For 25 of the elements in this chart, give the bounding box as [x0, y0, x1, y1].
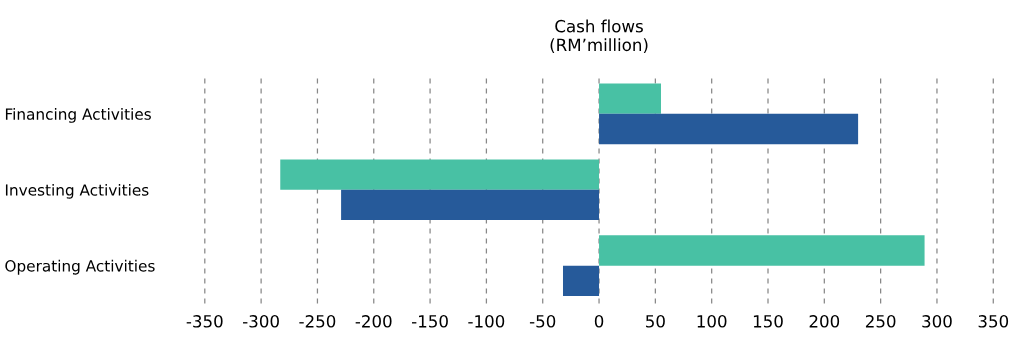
bar: [563, 265, 600, 297]
x-tick-label: -300: [243, 315, 279, 328]
x-tick-label: -350: [186, 315, 223, 328]
x-tick-label: 200: [809, 315, 840, 328]
bar: [599, 83, 661, 114]
x-tick-label: -250: [299, 315, 336, 328]
x-tick-label: 350: [978, 315, 1009, 328]
x-tick-label: 150: [753, 315, 783, 328]
chart-title: Cash flows (RM’million): [550, 19, 648, 54]
y-tick-label: Operating Activities: [5, 259, 155, 275]
x-tick-label: 250: [865, 315, 896, 328]
x-tick-label: 0: [594, 315, 604, 328]
y-tick-label: Investing Activities: [5, 183, 149, 199]
bar: [280, 159, 600, 190]
x-tick-label: -50: [529, 315, 556, 328]
x-tick-label: 100: [697, 315, 727, 328]
x-tick-label: -100: [468, 315, 505, 328]
x-tick-label: -150: [411, 315, 448, 328]
bar: [599, 235, 925, 266]
x-tick-label: 300: [922, 315, 952, 328]
bar: [341, 189, 600, 221]
x-tick-label: -200: [355, 315, 392, 328]
bar: [599, 113, 859, 145]
y-tick-label: Financing Activities: [5, 108, 151, 123]
x-tick-label: 50: [646, 315, 665, 328]
